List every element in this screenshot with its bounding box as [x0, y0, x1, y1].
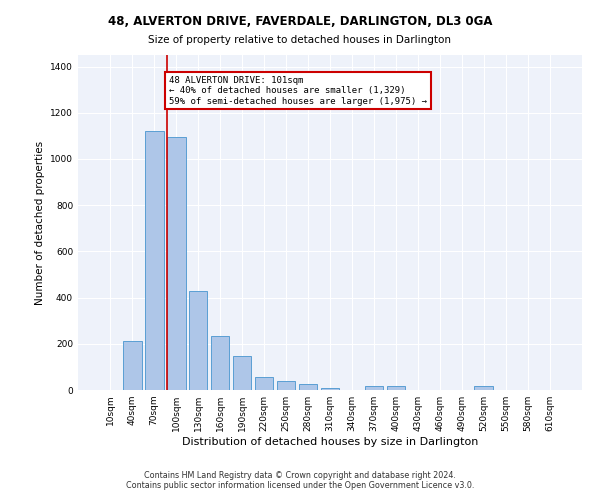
Bar: [167, 137, 185, 390]
Text: 48, ALVERTON DRIVE, FAVERDALE, DARLINGTON, DL3 0GA: 48, ALVERTON DRIVE, FAVERDALE, DARLINGTO…: [108, 15, 492, 28]
Text: 48 ALVERTON DRIVE: 101sqm
← 40% of detached houses are smaller (1,329)
59% of se: 48 ALVERTON DRIVE: 101sqm ← 40% of detac…: [169, 76, 427, 106]
Bar: [189, 290, 208, 390]
Bar: [365, 386, 383, 390]
Text: Contains HM Land Registry data © Crown copyright and database right 2024.
Contai: Contains HM Land Registry data © Crown c…: [126, 470, 474, 490]
Bar: [475, 386, 493, 390]
X-axis label: Distribution of detached houses by size in Darlington: Distribution of detached houses by size …: [182, 437, 478, 447]
Bar: [320, 388, 340, 390]
Text: Size of property relative to detached houses in Darlington: Size of property relative to detached ho…: [149, 35, 452, 45]
Y-axis label: Number of detached properties: Number of detached properties: [35, 140, 44, 304]
Bar: [299, 384, 317, 390]
Bar: [255, 377, 274, 390]
Bar: [123, 342, 142, 390]
Bar: [386, 386, 405, 390]
Bar: [145, 131, 164, 390]
Bar: [277, 381, 295, 390]
Bar: [233, 356, 251, 390]
Bar: [211, 336, 229, 390]
